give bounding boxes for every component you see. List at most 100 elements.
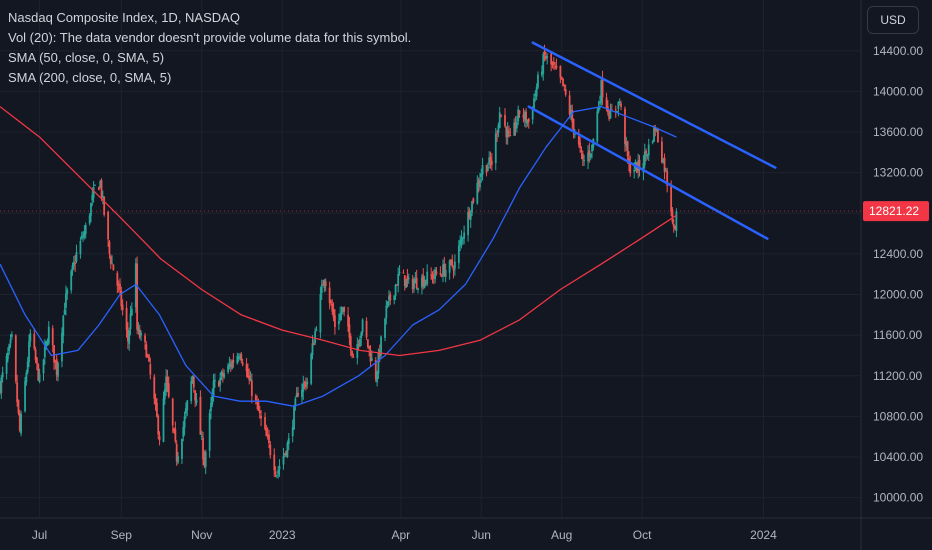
- candle: [204, 449, 207, 475]
- candle-body: [596, 111, 599, 142]
- candle: [577, 128, 580, 148]
- candle-body: [476, 182, 479, 204]
- candle: [624, 106, 626, 152]
- candle-body: [182, 427, 185, 438]
- candle-body: [199, 396, 202, 435]
- candle: [351, 350, 353, 359]
- candle-body: [1, 372, 4, 378]
- candle: [217, 380, 220, 387]
- sma200-line[interactable]: [0, 106, 677, 357]
- candle-body: [103, 196, 106, 215]
- candle: [479, 172, 481, 191]
- candle-body: [293, 406, 295, 430]
- candle-body: [496, 133, 498, 135]
- candle: [100, 178, 103, 201]
- candle: [423, 275, 426, 289]
- candle-body: [633, 170, 636, 172]
- candle: [450, 258, 452, 266]
- candle-body: [522, 114, 525, 119]
- candle-body: [451, 259, 454, 267]
- upper-channel-trendline[interactable]: [531, 41, 777, 169]
- candle-body: [66, 289, 69, 295]
- candle: [7, 347, 9, 363]
- candle: [107, 210, 110, 247]
- candle: [65, 285, 67, 316]
- candle-body: [423, 281, 426, 288]
- candle-body: [211, 394, 214, 405]
- time-axis[interactable]: Jul Sep Nov 2023 Apr Jun Aug Oct 2024: [32, 528, 777, 542]
- candle-body: [541, 71, 543, 75]
- candle-body: [165, 376, 168, 392]
- candle-body: [14, 335, 17, 382]
- candle: [417, 287, 419, 294]
- candle: [121, 299, 124, 316]
- candle: [153, 374, 156, 405]
- candle: [237, 353, 240, 362]
- candle-body: [485, 164, 488, 173]
- sma50-line[interactable]: [0, 105, 677, 407]
- candle-body: [286, 442, 289, 457]
- candle: [166, 369, 169, 393]
- candle: [125, 301, 128, 338]
- candle-body: [472, 198, 475, 203]
- time-tick-label: 2023: [269, 528, 296, 542]
- candle-body: [171, 398, 174, 426]
- candle-body: [452, 268, 455, 271]
- candle-body: [515, 122, 518, 129]
- candle-body: [554, 66, 557, 68]
- candle: [63, 302, 66, 315]
- candle: [99, 179, 102, 189]
- candle: [240, 351, 243, 364]
- candle: [1, 366, 4, 383]
- candle: [130, 302, 133, 317]
- candle-body: [37, 364, 40, 381]
- candle: [414, 271, 417, 284]
- candle: [551, 61, 554, 69]
- candle-body: [597, 106, 600, 112]
- price-tick-label: 10400.00: [873, 450, 923, 464]
- candle-body: [91, 194, 94, 201]
- candle-body: [107, 211, 110, 240]
- candle: [128, 327, 131, 351]
- candle: [10, 331, 13, 340]
- candle-body: [518, 110, 521, 114]
- candle-body: [311, 343, 314, 355]
- candle-body: [43, 346, 46, 358]
- candle-body: [138, 329, 141, 338]
- lower-channel-trendline[interactable]: [527, 105, 769, 240]
- candle: [97, 186, 100, 191]
- candle: [618, 98, 621, 106]
- candle: [212, 373, 215, 402]
- candle: [186, 399, 189, 417]
- candle-body: [273, 454, 276, 471]
- candle: [664, 167, 667, 173]
- candle-body: [618, 102, 621, 104]
- candle-body: [432, 276, 435, 278]
- candle-body: [572, 119, 575, 133]
- candle-body: [186, 400, 189, 411]
- candle: [293, 404, 295, 430]
- candle-body: [514, 122, 517, 129]
- candle: [620, 100, 622, 111]
- candle-body: [54, 360, 57, 363]
- candle: [275, 474, 278, 479]
- candle-body: [341, 307, 344, 312]
- candle-body: [282, 455, 285, 465]
- candle-body: [7, 352, 9, 359]
- candle-body: [360, 332, 363, 338]
- candle: [384, 317, 386, 342]
- candle-body: [18, 413, 21, 431]
- candle-body: [626, 141, 629, 157]
- currency-button[interactable]: USD: [867, 6, 919, 34]
- candle: [421, 273, 423, 295]
- trendlines[interactable]: [527, 41, 777, 240]
- candle-body: [443, 264, 446, 277]
- candle-body: [376, 371, 378, 383]
- candle-body: [552, 61, 555, 65]
- candle: [625, 136, 628, 151]
- candle: [101, 190, 104, 204]
- candle-body: [74, 263, 77, 265]
- candle-body: [61, 333, 63, 362]
